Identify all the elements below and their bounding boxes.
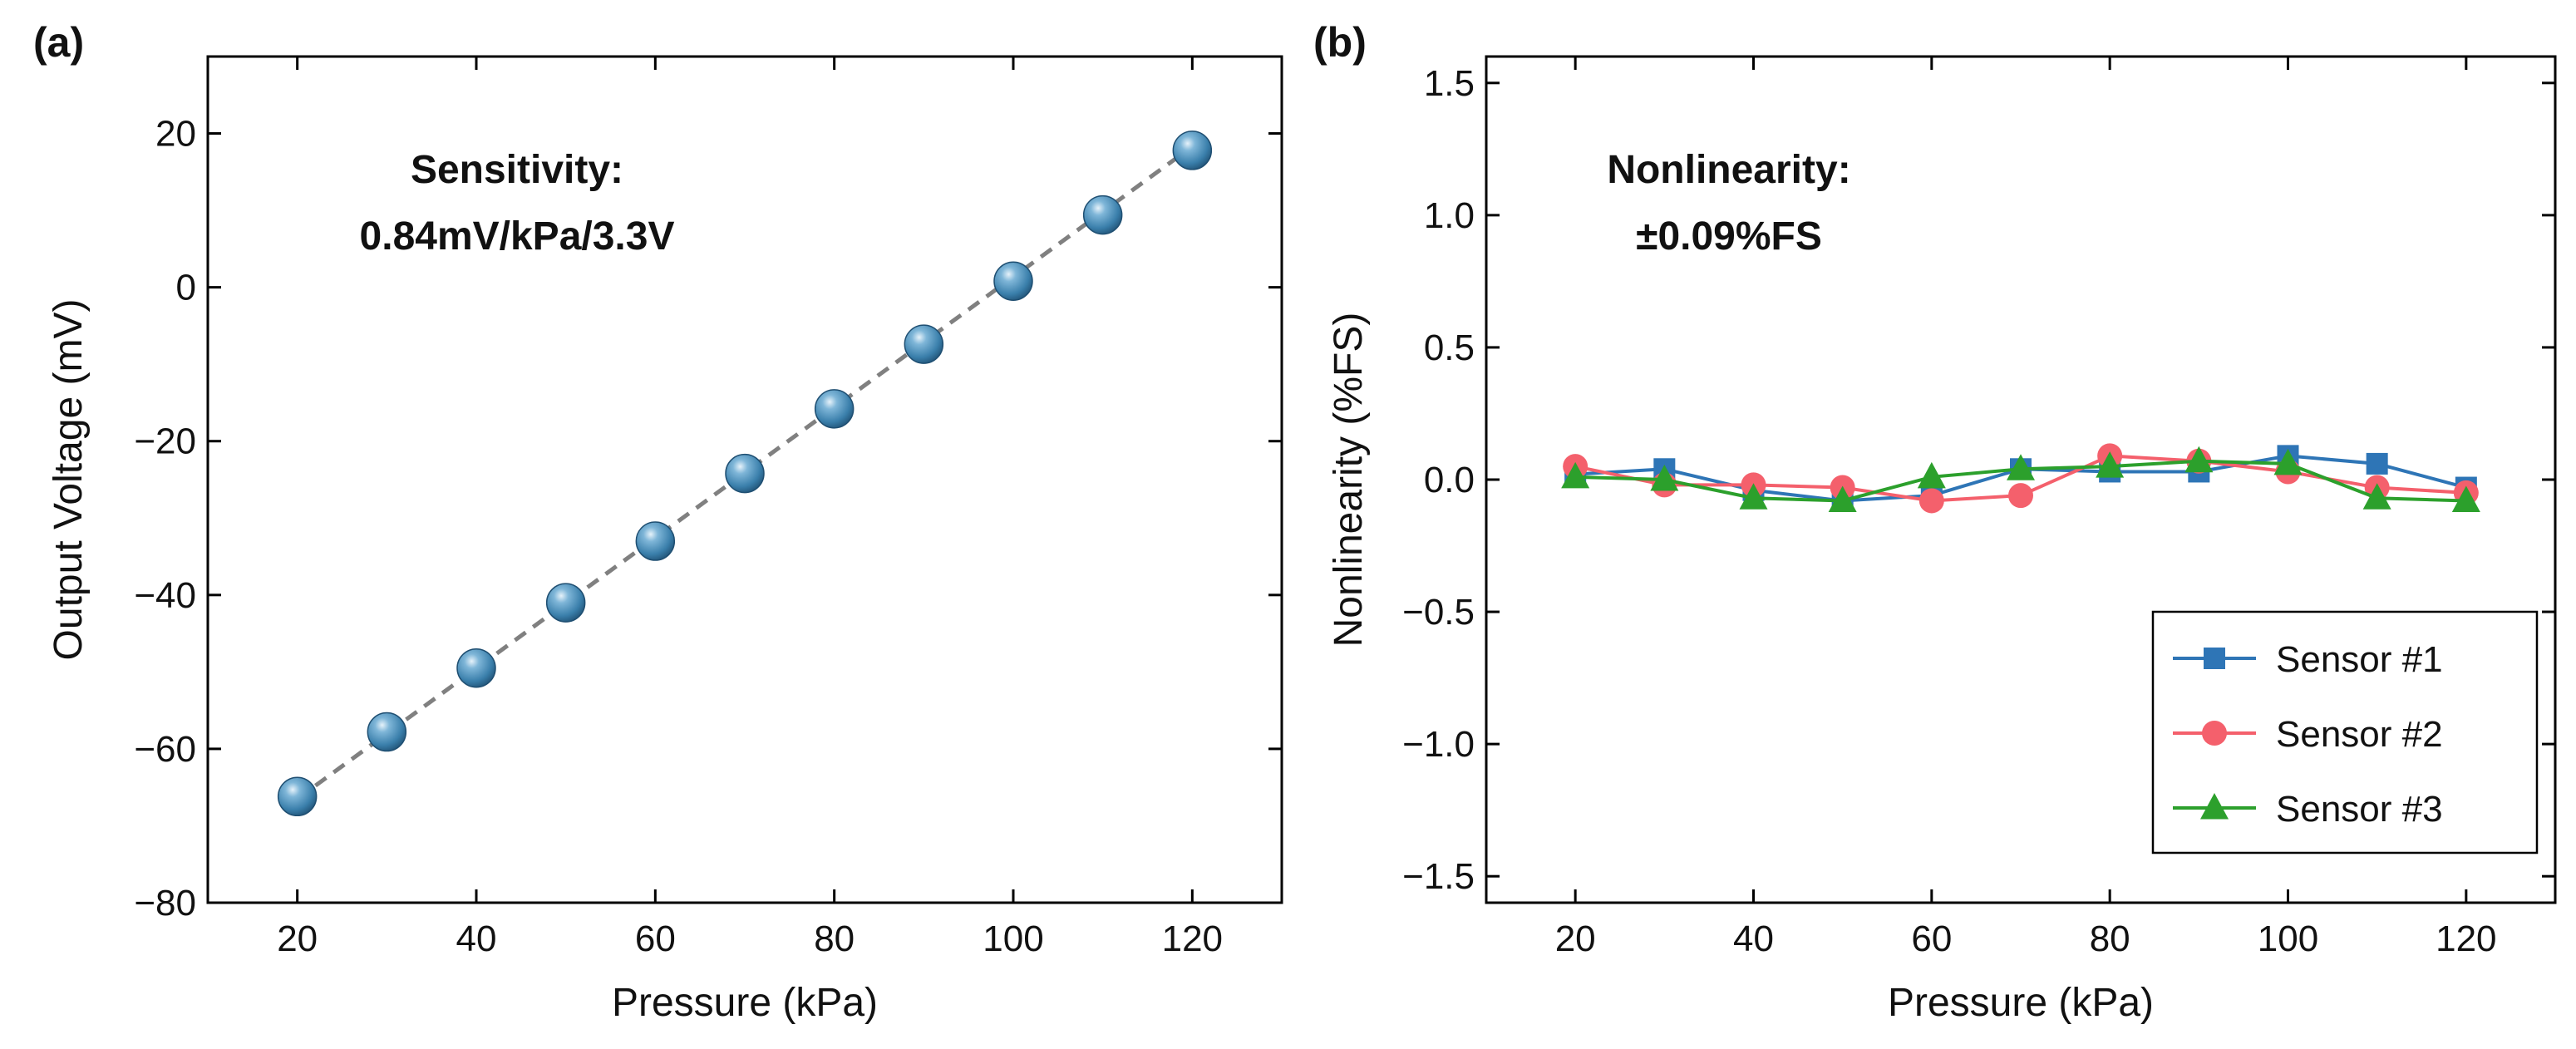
panel-a-data-point: [993, 261, 1033, 301]
legend-entry-label: Sensor #2: [2276, 714, 2443, 755]
panel-a-data-point: [904, 324, 944, 364]
panel-a-data-point: [814, 389, 855, 429]
panel-b-data-point: [1828, 485, 1857, 512]
panel-b-x-tick-label: 80: [2090, 918, 2130, 959]
panel-a-y-tick-label: −40: [134, 575, 196, 616]
panel-a-annotation-line-2: 0.84mV/kPa/3.3V: [360, 214, 675, 259]
panel-b-x-tick-label: 40: [1733, 918, 1774, 959]
panel-a-x-tick-label: 40: [456, 918, 497, 959]
panel-b-data-point: [2096, 451, 2125, 478]
panel-b-data-point: [1650, 465, 1679, 491]
panel-b-data-point: [2008, 483, 2033, 509]
panel-b-data-point: [2451, 485, 2480, 512]
panel-a-fit-line: [296, 145, 1194, 801]
panel-b-data-point: [2007, 454, 2035, 480]
panel-a-data-points: [277, 131, 1213, 817]
panel-a-x-axis-label: Pressure (kPa): [612, 981, 878, 1025]
panel-b-y-axis-label: Nonlinearity (%FS): [1327, 313, 1371, 648]
panel-b-data-point: [1917, 461, 1946, 489]
panel-b-series: [1561, 443, 2480, 514]
panel-a-data-point: [725, 453, 765, 494]
panel-b-data-point: [2184, 446, 2214, 473]
panel-a-data-point: [456, 648, 496, 688]
panel-a-annotation-line-1: Sensitivity:: [411, 148, 623, 192]
panel-b-y-tick-label: 1.5: [1424, 63, 1475, 104]
panel-a-data-point: [277, 776, 318, 817]
panel-a-y-tick-label: −80: [134, 883, 196, 923]
panel-a-x-tick-label: 120: [1162, 918, 1223, 959]
panel-a-data-point: [1082, 195, 1123, 235]
panel-b-y-tick-label: 1.0: [1424, 195, 1475, 236]
panel-b-annotation-line-1: Nonlinearity:: [1607, 148, 1850, 192]
panel-b-data-point: [1739, 483, 1768, 510]
panel-a-x-tick-label: 60: [635, 918, 676, 959]
panel-a-y-tick-label: −20: [134, 421, 196, 462]
panel-a-linear-fit: [296, 145, 1194, 801]
panel-a-y-axis-label: Output Voltage (mV): [47, 299, 91, 661]
panel-a-chart: (a) 20 40 60 80 100 120 −80 −60 −40 −20 0 20 Sensit…: [33, 19, 1283, 1025]
panel-b-axes: 20 40 60 80 100 120 −1.5 −1.0 −0.5 0.0 0.5 1.0 1.5: [1402, 57, 2555, 959]
panel-b-x-tick-label: 120: [2436, 918, 2496, 959]
legend-entry-label: Sensor #3: [2276, 789, 2443, 830]
panel-b-y-tick-label: −1.0: [1402, 724, 1475, 765]
panel-b-label: (b): [1313, 19, 1367, 66]
panel-b-x-tick-label: 60: [1911, 918, 1952, 959]
panel-a-y-tick-label: 20: [155, 114, 196, 155]
panel-a-data-point: [635, 521, 676, 561]
panel-b-y-tick-label: 0.5: [1424, 328, 1475, 368]
panel-a-plot-frame: [206, 55, 1283, 904]
legend-marker: [2204, 648, 2225, 669]
panel-b-annotation-line-2: ±0.09%FS: [1636, 214, 1822, 259]
panel-b-y-tick-label: 0.0: [1424, 460, 1475, 500]
panel-b-series-3: [1561, 446, 2480, 512]
panel-a-x-tick-label: 20: [277, 918, 318, 959]
panel-a-y-tick-label: 0: [176, 268, 196, 308]
panel-b-x-tick-label: 20: [1555, 918, 1596, 959]
legend-marker: [2202, 721, 2227, 746]
panel-a-x-tick-label: 80: [814, 918, 855, 959]
panel-b-x-axis-label: Pressure (kPa): [1888, 981, 2154, 1025]
panel-b-data-point: [2366, 452, 2388, 475]
panel-b-data-point: [1918, 488, 1944, 514]
panel-a-label: (a): [33, 19, 84, 66]
panel-a-y-tick-label: −60: [134, 729, 196, 770]
legend-entry-label: Sensor #1: [2276, 639, 2443, 680]
panel-a-data-point: [1172, 131, 1213, 170]
panel-a-axes: 20 40 60 80 100 120 −80 −60 −40 −20 0 20: [134, 57, 1282, 959]
legend-marker: [2200, 793, 2229, 820]
panel-b-data-point: [1561, 461, 1590, 489]
panel-a-x-tick-label: 100: [983, 918, 1043, 959]
panel-a-data-point: [367, 712, 407, 752]
panel-b-chart: (b) 20 40 60 80 100 120 −1.5 −1.0 −0.5 0.0 0.5 1.0 1…: [1313, 19, 2557, 1025]
panel-b-data-point: [2273, 448, 2303, 475]
panel-a-data-point: [545, 583, 586, 623]
panel-b-y-tick-label: −1.5: [1402, 856, 1475, 897]
panel-b-legend: Sensor #1 Sensor #2 Sensor #3: [2151, 610, 2539, 854]
panel-b-data-point: [2362, 483, 2391, 510]
panel-b-y-tick-label: −0.5: [1402, 592, 1475, 633]
panel-b-x-tick-label: 100: [2258, 918, 2318, 959]
